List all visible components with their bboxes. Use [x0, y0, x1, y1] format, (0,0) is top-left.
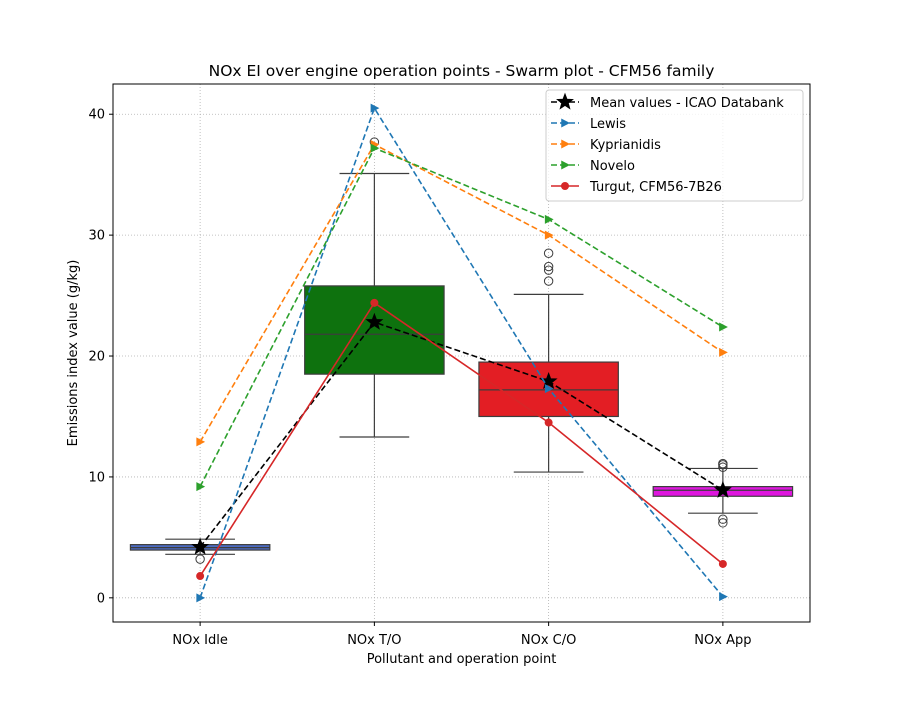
legend-marker-kyprianidis	[561, 139, 570, 149]
outlier-nox-app-2	[718, 462, 728, 472]
legend-marker-lewis	[561, 118, 570, 128]
legend: Mean values - ICAO Databank Lewis Kypria…	[545, 89, 804, 202]
series-novelo	[196, 143, 728, 492]
series-point-lewis-nox-c-o	[544, 384, 554, 394]
x-tick-label-nox-t-o: NOx T/O	[347, 633, 401, 648]
legend-marker-novelo	[561, 160, 570, 170]
legend-label-mean: Mean values - ICAO Databank	[590, 96, 784, 111]
series-point-novelo-nox-t-o	[370, 143, 380, 153]
series-point-kyprianidis-nox-c-o	[544, 230, 554, 240]
x-axis-label: Pollutant and operation point	[367, 652, 557, 667]
series-point-turgut-cfm56-7b26-nox-c-o	[544, 418, 553, 427]
series-line-turgut-cfm56-7b26	[199, 301, 724, 577]
series-point-turgut-cfm56-7b26-nox-t-o	[370, 298, 379, 307]
grid-layer	[113, 84, 810, 622]
x-tick-label-nox-idle: NOx Idle	[172, 633, 227, 648]
legend-label-turgut: Turgut, CFM56-7B26	[589, 180, 722, 195]
series-point-mean-values-icao-databank-nox-idle	[191, 537, 210, 555]
series-point-turgut-cfm56-7b26-nox-app	[718, 559, 727, 568]
series-point-novelo-nox-c-o	[544, 214, 554, 224]
outlier-nox-c-o-3	[543, 248, 554, 258]
outlier-nox-c-o-0	[543, 276, 554, 286]
legend-label-novelo: Novelo	[590, 159, 635, 174]
series-mean-values-icao-databank	[191, 312, 732, 555]
y-tick-label-10: 10	[88, 470, 105, 485]
outlier-nox-idle-0	[195, 554, 205, 564]
iqr-box-nox-c-o	[478, 361, 619, 418]
series-line-kyprianidis	[199, 143, 724, 443]
legend-label-kyprianidis: Kyprianidis	[590, 138, 661, 153]
y-tick-label-40: 40	[88, 108, 105, 123]
y-axis-label: Emissions index value (g/kg)	[66, 260, 81, 447]
series-layer	[191, 103, 732, 603]
legend-label-lewis: Lewis	[590, 117, 626, 132]
legend-marker-turgut-cfm56-7b26	[561, 182, 569, 190]
series-point-lewis-nox-idle	[196, 593, 206, 603]
series-point-lewis-nox-t-o	[370, 103, 380, 113]
series-point-kyprianidis-nox-idle	[196, 437, 206, 447]
box-nox-c-o	[478, 248, 619, 473]
y-tick-label-30: 30	[88, 229, 105, 244]
series-point-mean-values-icao-databank-nox-app	[713, 480, 732, 498]
chart-title: NOx EI over engine operation points - Sw…	[209, 62, 715, 80]
series-point-lewis-nox-app	[719, 592, 728, 602]
legend-swatches	[551, 92, 579, 190]
series-point-mean-values-icao-databank-nox-t-o	[365, 312, 384, 330]
series-point-kyprianidis-nox-app	[719, 347, 728, 357]
series-point-novelo-nox-idle	[196, 482, 206, 492]
outlier-nox-c-o-2	[543, 261, 554, 272]
legend-marker-mean-values-icao-databank	[556, 92, 574, 110]
x-tick-label-nox-app: NOx App	[694, 633, 751, 648]
series-point-novelo-nox-app	[719, 322, 728, 332]
tick-layer: 0 10 20 30 40 NOx Idle NOx T/O NOx C/O NOx App	[88, 108, 751, 648]
series-turgut-cfm56-7b26	[196, 298, 727, 581]
outlier-nox-c-o-1	[543, 265, 554, 275]
outlier-nox-app-4	[718, 458, 728, 469]
series-kyprianidis	[196, 139, 728, 447]
outlier-nox-app-1	[718, 514, 728, 524]
plot-frame	[112, 83, 811, 623]
legend-frame	[545, 89, 804, 202]
series-line-novelo	[199, 147, 724, 487]
outlier-nox-app-0	[718, 518, 728, 528]
series-line-mean-values-icao-databank	[199, 321, 724, 548]
y-tick-label-0: 0	[97, 591, 105, 606]
x-tick-label-nox-c-o: NOx C/O	[521, 633, 576, 648]
series-point-turgut-cfm56-7b26-nox-idle	[196, 572, 205, 581]
y-tick-label-20: 20	[88, 350, 105, 365]
